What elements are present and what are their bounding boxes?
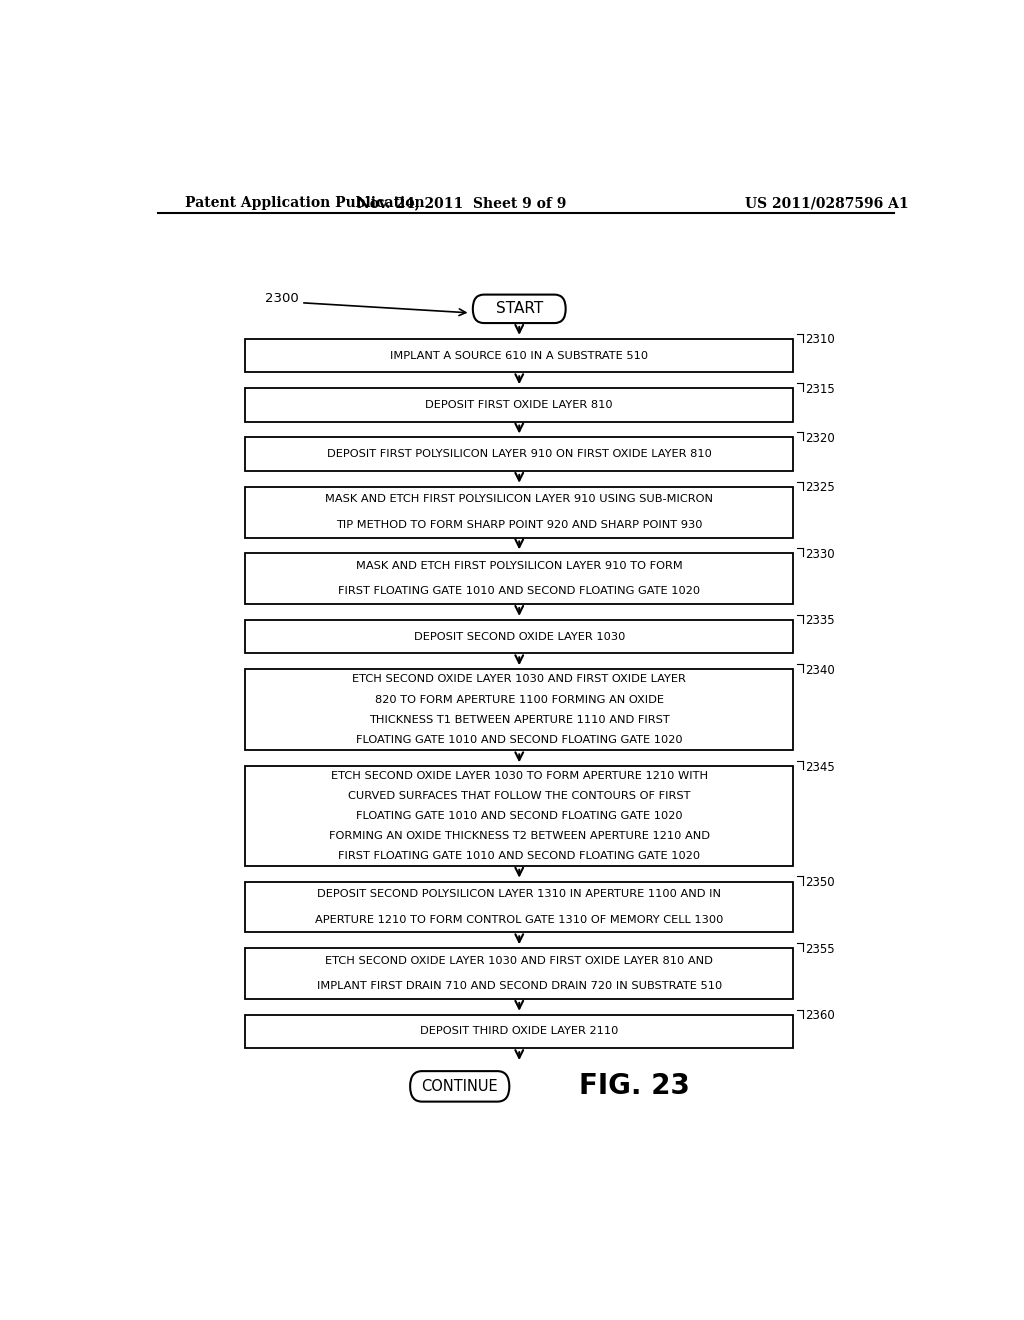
Bar [246,339,793,372]
Text: 2300: 2300 [265,292,299,305]
Bar [246,948,793,999]
FancyBboxPatch shape [473,294,565,323]
Text: 2355: 2355 [805,942,835,956]
Text: MASK AND ETCH FIRST POLYSILICON LAYER 910 USING SUB-MICRON: MASK AND ETCH FIRST POLYSILICON LAYER 91… [326,495,714,504]
Text: 2320: 2320 [805,432,835,445]
Text: 2345: 2345 [805,760,835,774]
Text: 2335: 2335 [805,614,835,627]
Text: US 2011/0287596 A1: US 2011/0287596 A1 [744,197,908,210]
Text: 2340: 2340 [805,664,835,677]
Text: DEPOSIT SECOND OXIDE LAYER 1030: DEPOSIT SECOND OXIDE LAYER 1030 [414,631,625,642]
Text: FLOATING GATE 1010 AND SECOND FLOATING GATE 1020: FLOATING GATE 1010 AND SECOND FLOATING G… [356,735,683,746]
Text: FIRST FLOATING GATE 1010 AND SECOND FLOATING GATE 1020: FIRST FLOATING GATE 1010 AND SECOND FLOA… [338,851,700,861]
Text: ETCH SECOND OXIDE LAYER 1030 TO FORM APERTURE 1210 WITH: ETCH SECOND OXIDE LAYER 1030 TO FORM APE… [331,771,708,781]
Text: IMPLANT FIRST DRAIN 710 AND SECOND DRAIN 720 IN SUBSTRATE 510: IMPLANT FIRST DRAIN 710 AND SECOND DRAIN… [316,981,722,991]
Text: START: START [496,301,543,317]
Bar [246,437,793,471]
Text: 2360: 2360 [805,1010,835,1022]
Text: ETCH SECOND OXIDE LAYER 1030 AND FIRST OXIDE LAYER: ETCH SECOND OXIDE LAYER 1030 AND FIRST O… [352,675,686,684]
Text: 2310: 2310 [805,334,835,346]
Bar [246,620,793,653]
Bar [246,882,793,932]
Bar [246,669,793,751]
Bar [246,1015,793,1048]
Text: FLOATING GATE 1010 AND SECOND FLOATING GATE 1020: FLOATING GATE 1010 AND SECOND FLOATING G… [356,810,683,821]
Text: CURVED SURFACES THAT FOLLOW THE CONTOURS OF FIRST: CURVED SURFACES THAT FOLLOW THE CONTOURS… [348,791,690,801]
Text: DEPOSIT SECOND POLYSILICON LAYER 1310 IN APERTURE 1100 AND IN: DEPOSIT SECOND POLYSILICON LAYER 1310 IN… [317,890,721,899]
Text: FIG. 23: FIG. 23 [579,1072,690,1101]
Text: DEPOSIT FIRST OXIDE LAYER 810: DEPOSIT FIRST OXIDE LAYER 810 [425,400,613,411]
Bar [246,553,793,605]
Text: 2350: 2350 [805,876,835,890]
Text: 820 TO FORM APERTURE 1100 FORMING AN OXIDE: 820 TO FORM APERTURE 1100 FORMING AN OXI… [375,694,664,705]
Text: 2325: 2325 [805,482,835,494]
FancyBboxPatch shape [411,1071,509,1102]
Text: FIRST FLOATING GATE 1010 AND SECOND FLOATING GATE 1020: FIRST FLOATING GATE 1010 AND SECOND FLOA… [338,586,700,597]
Text: Patent Application Publication: Patent Application Publication [185,197,425,210]
Text: DEPOSIT THIRD OXIDE LAYER 2110: DEPOSIT THIRD OXIDE LAYER 2110 [420,1027,618,1036]
Text: DEPOSIT FIRST POLYSILICON LAYER 910 ON FIRST OXIDE LAYER 810: DEPOSIT FIRST POLYSILICON LAYER 910 ON F… [327,449,712,459]
Text: FORMING AN OXIDE THICKNESS T2 BETWEEN APERTURE 1210 AND: FORMING AN OXIDE THICKNESS T2 BETWEEN AP… [329,830,710,841]
Text: Nov. 24, 2011  Sheet 9 of 9: Nov. 24, 2011 Sheet 9 of 9 [356,197,566,210]
Text: MASK AND ETCH FIRST POLYSILICON LAYER 910 TO FORM: MASK AND ETCH FIRST POLYSILICON LAYER 91… [356,561,683,572]
Text: APERTURE 1210 TO FORM CONTROL GATE 1310 OF MEMORY CELL 1300: APERTURE 1210 TO FORM CONTROL GATE 1310 … [315,915,723,925]
Bar [246,388,793,421]
Text: THICKNESS T1 BETWEEN APERTURE 1110 AND FIRST: THICKNESS T1 BETWEEN APERTURE 1110 AND F… [369,715,670,725]
Text: CONTINUE: CONTINUE [422,1078,498,1094]
Bar [246,766,793,866]
Text: TIP METHOD TO FORM SHARP POINT 920 AND SHARP POINT 930: TIP METHOD TO FORM SHARP POINT 920 AND S… [336,520,702,529]
Text: ETCH SECOND OXIDE LAYER 1030 AND FIRST OXIDE LAYER 810 AND: ETCH SECOND OXIDE LAYER 1030 AND FIRST O… [326,956,713,966]
Text: IMPLANT A SOURCE 610 IN A SUBSTRATE 510: IMPLANT A SOURCE 610 IN A SUBSTRATE 510 [390,351,648,360]
Text: 2315: 2315 [805,383,835,396]
Bar [246,487,793,537]
Text: 2330: 2330 [805,548,835,561]
